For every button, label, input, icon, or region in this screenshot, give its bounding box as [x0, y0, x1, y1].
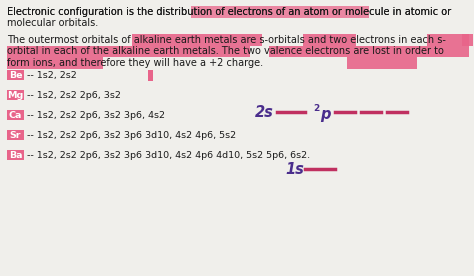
Text: Sr: Sr	[10, 131, 21, 140]
Text: The outermost orbitals of alkaline earth metals are s-orbitals and two electrons: The outermost orbitals of alkaline earth…	[7, 35, 446, 45]
Text: Ba: Ba	[9, 151, 22, 160]
Text: Electronic configuration is the distribution of electrons of an atom or molecule: Electronic configuration is the distribu…	[7, 7, 451, 17]
Bar	[7, 46, 250, 57]
Bar	[347, 57, 417, 68]
Bar	[303, 34, 356, 46]
Text: 2s: 2s	[255, 105, 274, 120]
Bar	[148, 70, 153, 81]
Text: -- 1s2, 2s2: -- 1s2, 2s2	[27, 71, 77, 80]
Text: -- 1s2, 2s2 2p6, 3s2 3p6 3d10, 4s2 4p6 4d10, 5s2 5p6, 6s2.: -- 1s2, 2s2 2p6, 3s2 3p6 3d10, 4s2 4p6 4…	[27, 151, 310, 160]
Text: molecular orbitals.: molecular orbitals.	[7, 18, 98, 28]
Text: -- 1s2, 2s2 2p6, 3s2 3p6, 4s2: -- 1s2, 2s2 2p6, 3s2 3p6, 4s2	[27, 111, 165, 120]
Text: -- 1s2, 2s2 2p6, 3s2: -- 1s2, 2s2 2p6, 3s2	[27, 91, 121, 100]
Text: form ions, and therefore they will have a +2 charge.: form ions, and therefore they will have …	[7, 58, 263, 68]
Bar	[7, 57, 103, 68]
Text: 1s: 1s	[285, 162, 304, 177]
Bar	[132, 34, 262, 46]
Bar	[7, 90, 24, 100]
Text: Ca: Ca	[9, 111, 22, 120]
Bar	[7, 110, 24, 120]
Bar	[462, 34, 469, 46]
Text: orbital in each of the alkaline earth metals. The two valence electrons are lost: orbital in each of the alkaline earth me…	[7, 46, 444, 57]
Text: Mg: Mg	[8, 91, 24, 100]
Bar	[191, 6, 369, 17]
Bar	[7, 130, 24, 140]
Text: Electronic configuration is the distribution of electrons of an atom or molecule: Electronic configuration is the distribu…	[7, 7, 451, 17]
Bar	[427, 34, 473, 46]
Bar	[7, 70, 24, 80]
Text: 2: 2	[313, 104, 319, 113]
Text: p: p	[320, 107, 330, 122]
Bar	[269, 46, 469, 57]
Text: Be: Be	[9, 71, 22, 80]
Bar	[7, 150, 24, 160]
Text: -- 1s2, 2s2 2p6, 3s2 3p6 3d10, 4s2 4p6, 5s2: -- 1s2, 2s2 2p6, 3s2 3p6 3d10, 4s2 4p6, …	[27, 131, 236, 140]
